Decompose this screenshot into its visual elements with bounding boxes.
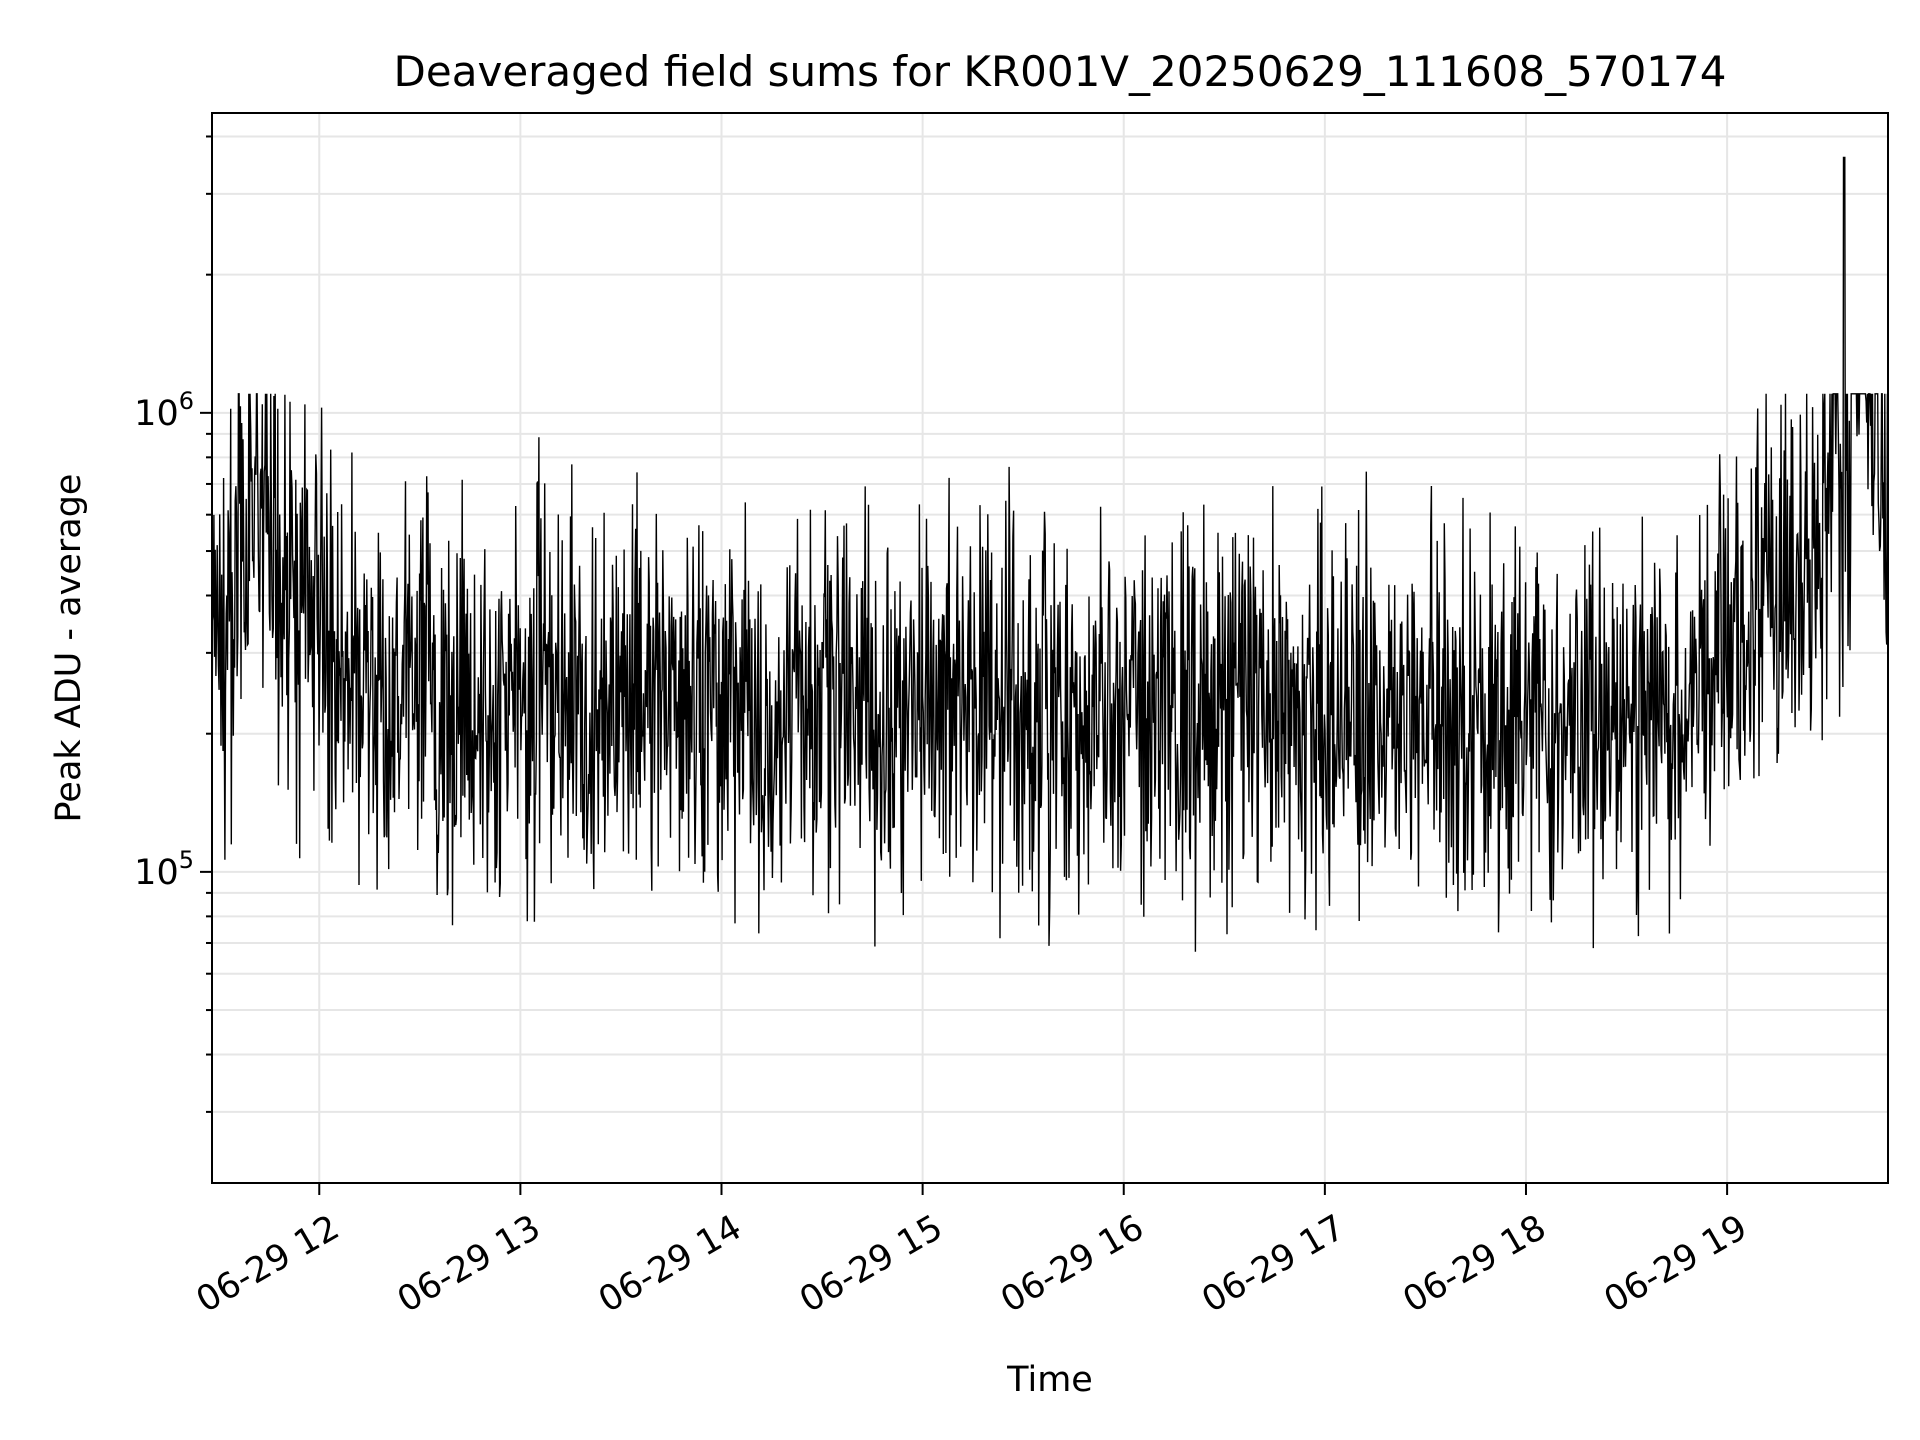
y-tick-exponent: 5: [179, 846, 194, 874]
y-axis-label: Peak ADU - average: [49, 474, 89, 823]
x-axis-label: Time: [1006, 1360, 1093, 1400]
y-tick-label: 105: [134, 846, 194, 893]
y-tick-label: 106: [134, 387, 194, 434]
chart-title: Deaveraged field sums for KR001V_2025062…: [394, 47, 1727, 96]
plot-frame: [211, 112, 1889, 1184]
y-tick-exponent: 6: [179, 387, 194, 415]
series-line: [211, 156, 1889, 952]
y-tick-base: 10: [134, 853, 179, 893]
plot-area: [211, 156, 1889, 952]
y-tick-base: 10: [134, 394, 179, 434]
